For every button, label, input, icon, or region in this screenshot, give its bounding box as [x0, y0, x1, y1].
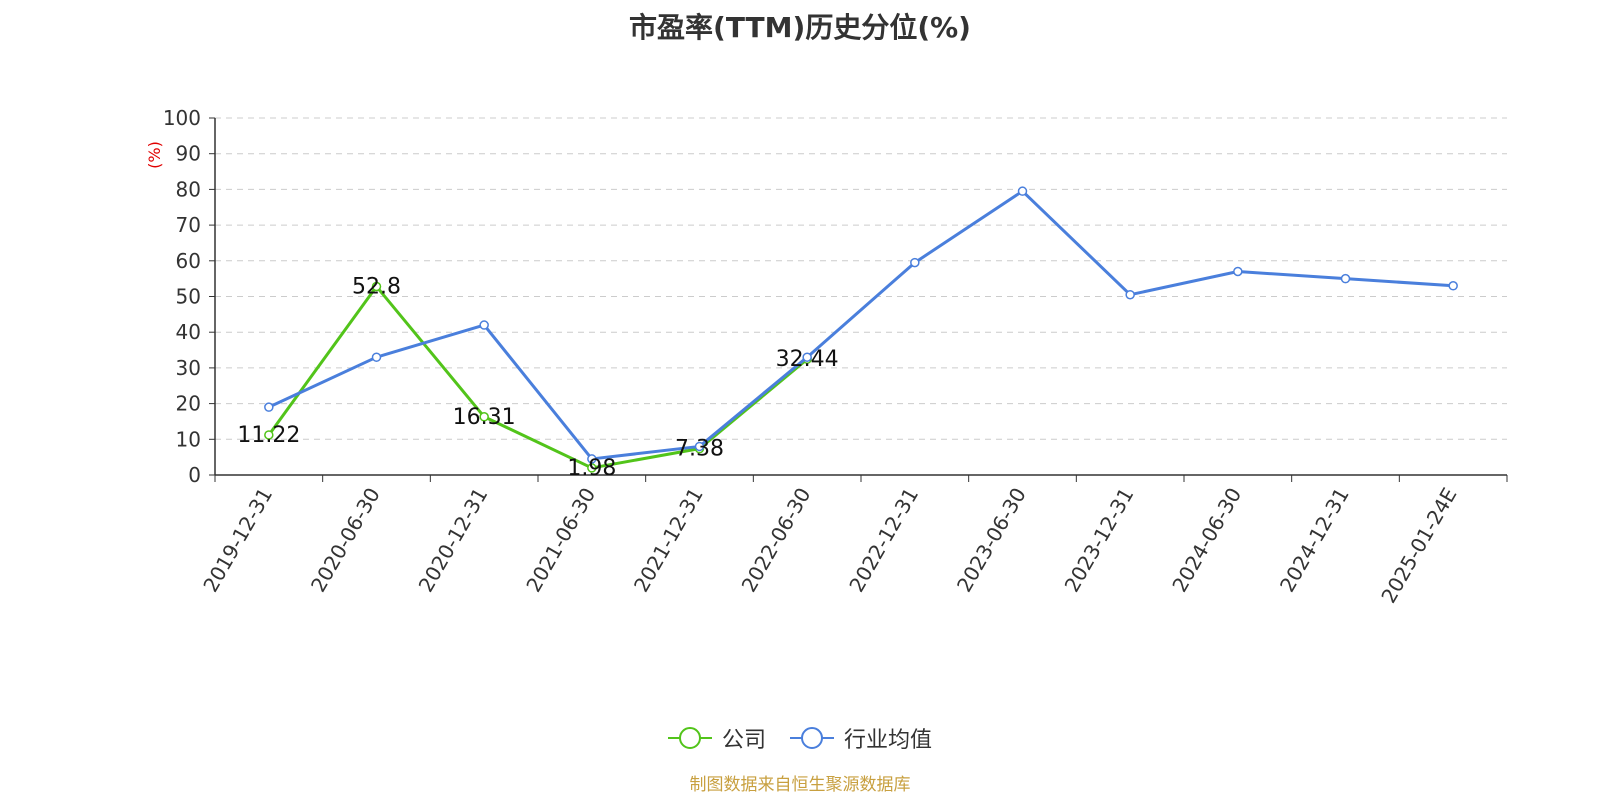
data-label: 32.44 [776, 347, 839, 372]
data-source-note: 制图数据来自恒生聚源数据库 [689, 775, 911, 795]
data-point [1340, 273, 1351, 284]
y-tick-label: 0 [188, 463, 201, 487]
x-tick-label: 2024-06-30 [1167, 484, 1246, 597]
data-point [587, 454, 597, 464]
x-tick-label: 2025-01-24E [1376, 484, 1461, 608]
y-tick-label: 10 [176, 427, 201, 451]
data-point [1125, 289, 1135, 300]
y-tick-label: 70 [176, 213, 201, 237]
legend-swatch-company [667, 726, 712, 750]
series-line-1 [268, 189, 1454, 461]
x-tick-label: 2023-06-30 [952, 484, 1031, 597]
x-tick-label: 2023-12-31 [1060, 484, 1139, 597]
data-point [910, 257, 920, 268]
y-tick-label: 50 [176, 285, 201, 309]
legend: 公司 行业均值 [0, 722, 1600, 754]
data-point [1233, 266, 1243, 277]
data-point [479, 320, 489, 330]
x-tick-label: 2020-12-31 [414, 483, 493, 596]
data-point [371, 352, 382, 362]
data-labels: 11.22 52.8 16.31 1.98 7.38 32.44 [237, 275, 838, 481]
data-point [1448, 281, 1458, 291]
x-tick-label: 2022-06-30 [737, 484, 816, 597]
data-label: 7.38 [675, 437, 724, 462]
x-tick-label: 2022-12-31 [844, 483, 923, 596]
y-tick-label: 20 [176, 392, 201, 416]
x-tick-label: 2021-12-31 [629, 484, 708, 597]
y-tick-label: 90 [176, 142, 201, 166]
data-label: 11.22 [237, 423, 300, 448]
y-tick-label: 100 [163, 106, 201, 130]
legend-swatch-industry-average [790, 726, 834, 750]
legend-label-industry-average: 行业均值 [844, 728, 933, 753]
data-label: 1.98 [567, 456, 616, 481]
y-tick-label: 30 [176, 356, 201, 380]
y-tick-label: 60 [176, 249, 201, 273]
y-tick-label: 40 [176, 320, 201, 344]
y-axis-unit-label: (%) [145, 141, 164, 169]
x-tick-label: 2024-12-31 [1275, 484, 1354, 597]
x-tick-label: 2019-12-31 [198, 484, 277, 597]
data-point [802, 352, 812, 362]
data-point [1017, 186, 1028, 196]
series-line-0 [267, 285, 809, 470]
data-label: 16.31 [453, 405, 516, 430]
data-label: 52.8 [352, 275, 401, 300]
legend-label-company: 公司 [721, 728, 766, 753]
grid-lines [215, 117, 1507, 440]
data-point [479, 412, 489, 422]
legend-item-company[interactable]: 公司 [667, 722, 766, 754]
data-point [264, 430, 274, 440]
data-point [264, 402, 274, 412]
chart-title: 市盈率(TTM)历史分位(%) [629, 11, 971, 44]
x-tick-label: 2020-06-30 [306, 484, 385, 597]
legend-item-industry-average[interactable]: 行业均值 [790, 722, 932, 754]
data-point [694, 441, 705, 452]
y-tick-label: 80 [176, 177, 201, 201]
series-lines [264, 186, 1458, 473]
x-tick-label: 2021-06-30 [521, 484, 600, 597]
data-point [587, 463, 597, 473]
data-point [371, 281, 382, 292]
